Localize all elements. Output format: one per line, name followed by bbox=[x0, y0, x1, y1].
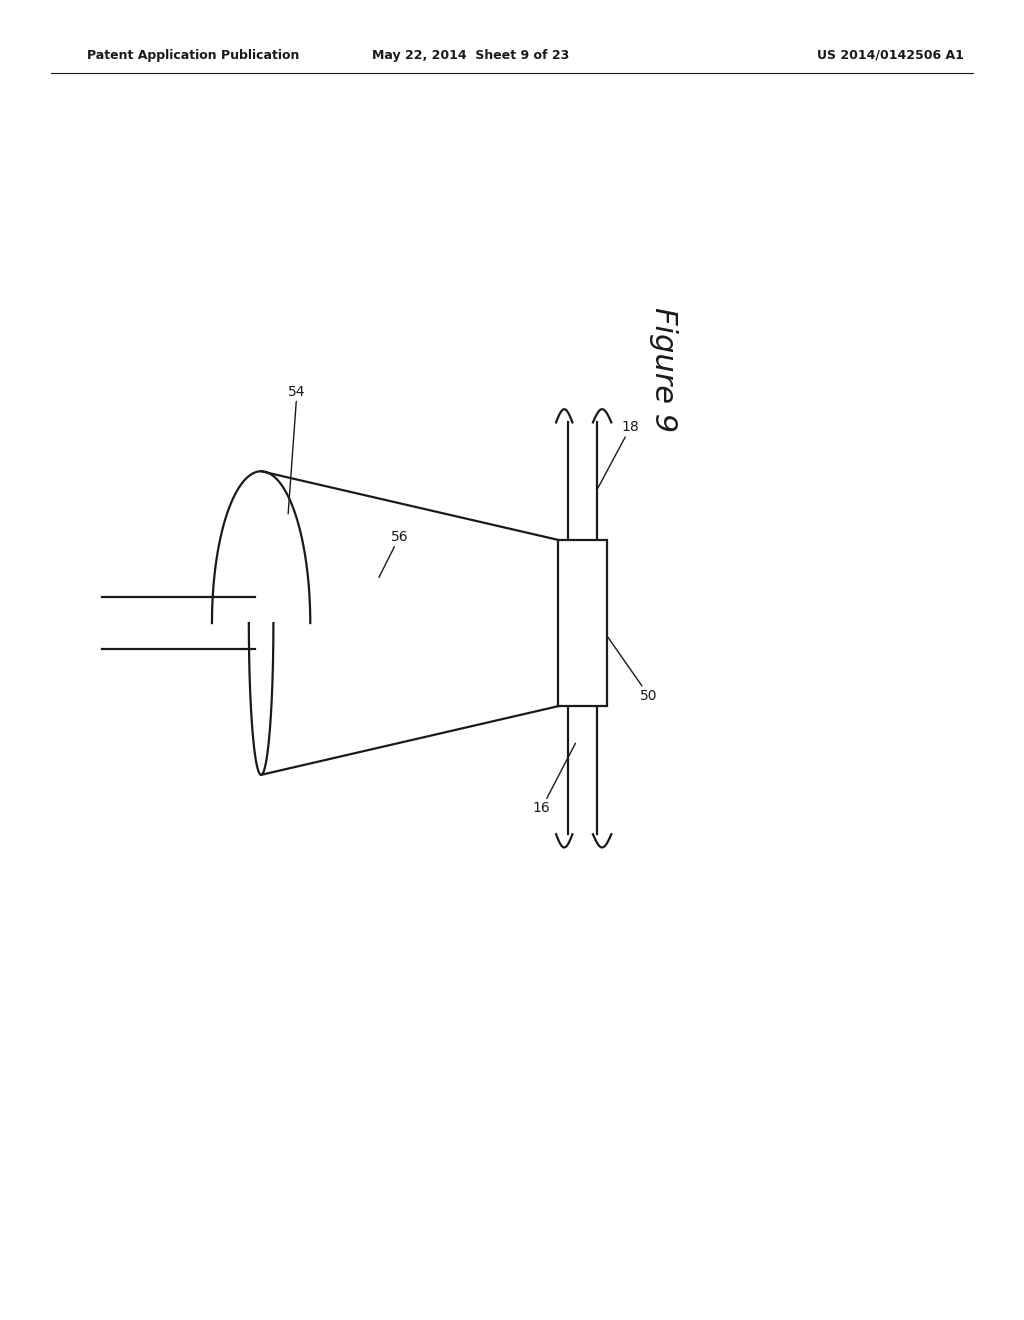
Text: May 22, 2014  Sheet 9 of 23: May 22, 2014 Sheet 9 of 23 bbox=[373, 49, 569, 62]
Text: 16: 16 bbox=[532, 743, 575, 816]
Text: 56: 56 bbox=[379, 529, 409, 578]
Text: 54: 54 bbox=[288, 384, 306, 513]
Text: 50: 50 bbox=[607, 636, 657, 702]
Text: 18: 18 bbox=[597, 420, 639, 490]
Text: Patent Application Publication: Patent Application Publication bbox=[87, 49, 299, 62]
Text: Figure 9: Figure 9 bbox=[649, 308, 678, 432]
Bar bbox=[558, 540, 607, 706]
Text: US 2014/0142506 A1: US 2014/0142506 A1 bbox=[817, 49, 965, 62]
